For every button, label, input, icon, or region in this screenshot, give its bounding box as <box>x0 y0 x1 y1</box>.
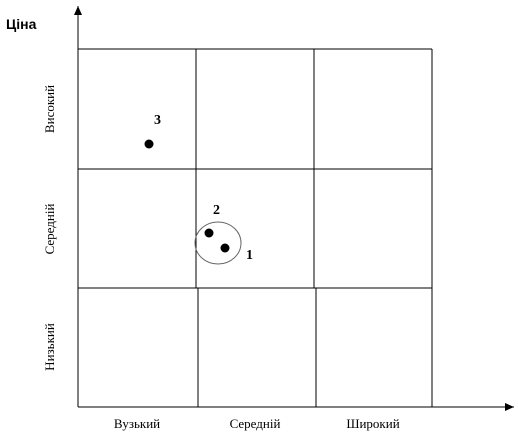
column-label: Широкий <box>346 416 399 431</box>
row-label: Високий <box>42 85 57 133</box>
y-axis-label: Ціна <box>6 16 37 32</box>
point <box>144 139 154 149</box>
point-label: 2 <box>213 203 220 218</box>
point-label: 3 <box>154 113 161 128</box>
row-label: Середній <box>42 204 57 255</box>
cluster-ellipse <box>194 221 242 265</box>
column-label: Середній <box>230 416 281 431</box>
row-label: Низький <box>42 323 57 371</box>
grid <box>78 48 433 407</box>
column-label: Вузький <box>114 416 160 431</box>
point <box>204 228 214 238</box>
point <box>220 243 230 253</box>
point-label: 1 <box>246 248 253 263</box>
